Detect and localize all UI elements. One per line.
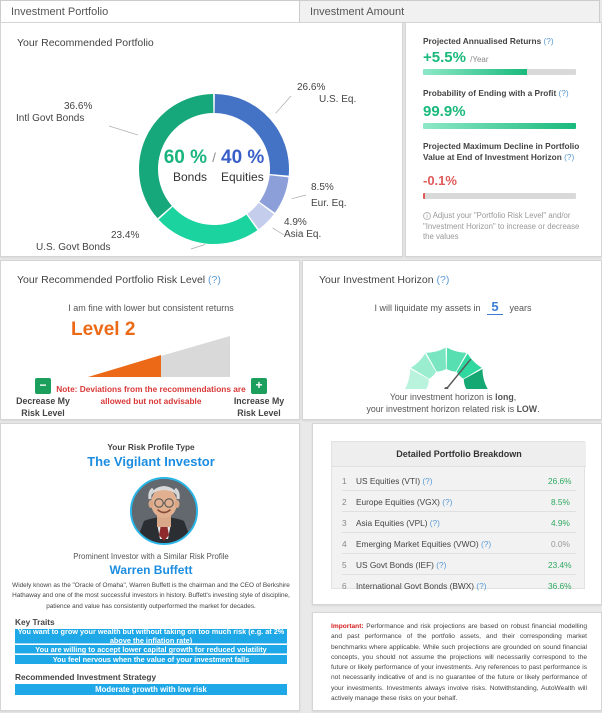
- svg-text:23.4%: 23.4%: [111, 230, 139, 241]
- svg-text:U.S. Govt Bonds: U.S. Govt Bonds: [36, 242, 110, 253]
- svg-text:Intl Govt Bonds: Intl Govt Bonds: [16, 113, 84, 124]
- svg-text:Eur. Eq.: Eur. Eq.: [311, 198, 347, 209]
- svg-text:/: /: [212, 150, 216, 165]
- svg-text:40 %: 40 %: [221, 147, 264, 168]
- svg-text:Asia Eq.: Asia Eq.: [284, 229, 321, 240]
- svg-text:60 %: 60 %: [164, 147, 207, 168]
- svg-text:Equities: Equities: [221, 170, 264, 184]
- svg-text:Bonds: Bonds: [173, 170, 207, 184]
- svg-text:U.S. Eq.: U.S. Eq.: [319, 94, 356, 105]
- svg-text:8.5%: 8.5%: [311, 182, 334, 193]
- svg-text:4.9%: 4.9%: [284, 217, 307, 228]
- svg-text:26.6%: 26.6%: [297, 82, 325, 93]
- svg-text:36.6%: 36.6%: [64, 101, 92, 112]
